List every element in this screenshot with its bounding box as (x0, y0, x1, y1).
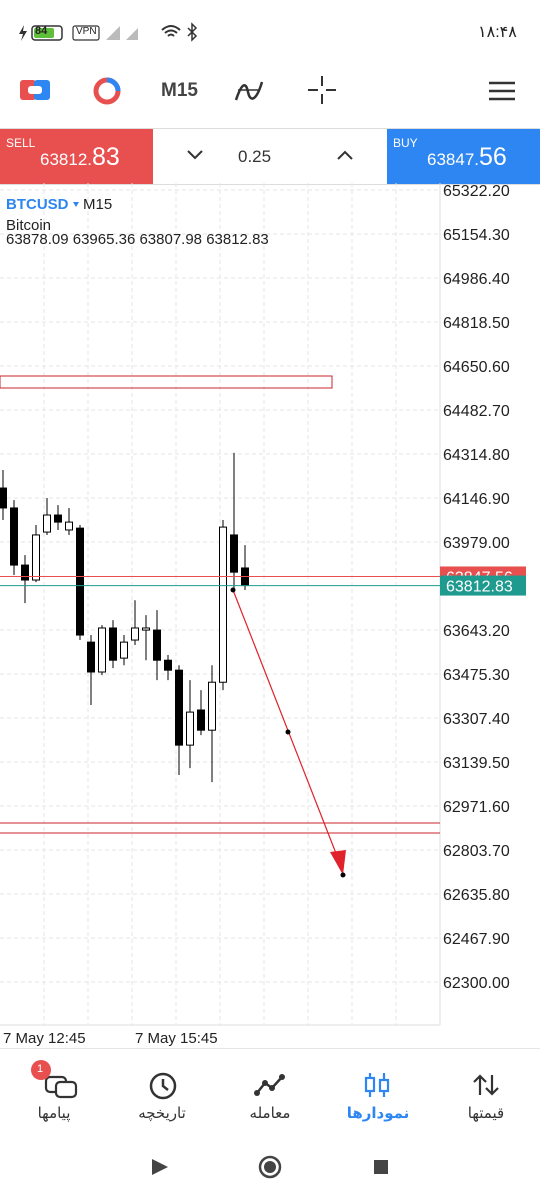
toolbar: M15 (0, 60, 540, 126)
candle-body (54, 514, 62, 523)
symbols-button[interactable] (20, 78, 52, 102)
candle-body (186, 711, 194, 746)
candle-body (219, 526, 227, 683)
candle-body (131, 627, 139, 641)
sell-price: 63812.83 (40, 143, 120, 172)
lot-increase[interactable] (336, 149, 354, 161)
wifi-bt (161, 22, 198, 42)
y-tick-label: 62971.60 (443, 799, 510, 816)
candle-body (10, 507, 18, 566)
y-tick-label: 62467.90 (443, 931, 510, 948)
system-nav (152, 1155, 388, 1179)
sell-label: SELL (6, 136, 36, 150)
trade-panel: SELL 63812.83 0.25 BUY 63847.56 (0, 128, 540, 185)
ohlc-values: 63878.09 63965.36 63807.98 63812.83 (6, 231, 269, 248)
bid-tag (440, 575, 526, 596)
candle-body (43, 514, 51, 533)
y-tick-label: 63979.00 (443, 535, 510, 552)
nav-trade[interactable]: معامله (216, 1049, 324, 1136)
buy-label: BUY (393, 136, 418, 150)
sell-price-big: 83 (92, 143, 120, 171)
y-tick-label: 65154.30 (443, 227, 510, 244)
y-tick-label: 63643.20 (443, 623, 510, 640)
y-tick-label: 63475.30 (443, 667, 510, 684)
y-tick-label: 63139.50 (443, 755, 510, 772)
y-tick-label: 64818.50 (443, 315, 510, 332)
battery-level: 84 (35, 25, 48, 37)
bid-tag-label: 63812.83 (446, 579, 513, 596)
menu-button[interactable] (488, 80, 516, 102)
candle-body (98, 627, 106, 673)
indicators-button[interactable] (92, 76, 122, 106)
candle-body (21, 564, 29, 581)
candle-body (208, 681, 216, 731)
objects-button[interactable] (234, 76, 266, 106)
y-tick-label: 64986.40 (443, 271, 510, 288)
nav-label: پیامها (37, 1105, 71, 1122)
y-tick-label: 62635.80 (443, 887, 510, 904)
back-button[interactable] (152, 1159, 168, 1175)
candle-body (142, 627, 150, 631)
candle-body (109, 627, 117, 661)
vpn-label: VPN (76, 26, 97, 37)
buy-button[interactable]: BUY 63847.56 (387, 129, 540, 184)
y-tick-label: 64146.90 (443, 491, 510, 508)
status-icons (19, 25, 138, 41)
x-tick-label: 7 May 15:45 (135, 1030, 218, 1047)
candle-body (120, 641, 128, 659)
y-tick-label: 64650.60 (443, 359, 510, 376)
sell-price-main: 63812. (40, 150, 92, 169)
buy-price: 63847.56 (427, 143, 507, 172)
y-tick-label: 63307.40 (443, 711, 510, 728)
message-badge: 1 (37, 1063, 44, 1075)
buy-price-main: 63847. (427, 150, 479, 169)
candle-body (230, 534, 238, 573)
candle-body (76, 527, 84, 636)
candle-body (32, 534, 40, 581)
nav-charts[interactable]: نمودارها (324, 1049, 432, 1136)
candle-body (175, 669, 183, 746)
lot-size[interactable]: 0.25 (238, 147, 272, 166)
nav-history[interactable]: تاریخچه (108, 1049, 216, 1136)
bottom-nav: قیمتها نمودارها معامله تاریخچه 1 پیامها (0, 1048, 540, 1136)
nav-label: معامله (249, 1105, 291, 1122)
x-tick-label: 7 May 12:45 (3, 1030, 86, 1047)
lot-decrease[interactable] (186, 149, 204, 161)
crosshair-button[interactable] (306, 74, 338, 106)
candle-body (65, 521, 73, 531)
symbol-name: Bitcoin (6, 217, 51, 234)
clock: ۱۸:۴۸ (478, 24, 517, 41)
candle-body (197, 709, 205, 731)
candle-body (164, 659, 172, 671)
y-tick-label: 64314.80 (443, 447, 510, 464)
buy-price-big: 56 (479, 143, 507, 171)
arrow-object[interactable] (230, 587, 347, 878)
recents-button[interactable] (374, 1160, 388, 1174)
y-tick-label: 64482.70 (443, 403, 510, 420)
candle-body (87, 641, 95, 673)
y-tick-label: 62803.70 (443, 843, 510, 860)
y-tick-label: 62300.00 (443, 975, 510, 992)
timeframe-button[interactable]: M15 (161, 80, 198, 101)
candle-body (153, 629, 161, 661)
candle-body (0, 487, 7, 509)
sell-button[interactable]: SELL 63812.83 (0, 129, 153, 184)
nav-messages[interactable]: 1 پیامها (0, 1049, 108, 1136)
home-button[interactable] (258, 1155, 282, 1179)
status-bar: 84 VPN ۱۸:۴۸ (0, 0, 540, 60)
y-tick-label: 65322.20 (443, 183, 510, 200)
chart-timeframe: M15 (83, 196, 112, 213)
nav-label: نمودارها (346, 1105, 410, 1122)
nav-quotes[interactable]: قیمتها (432, 1049, 540, 1136)
nav-label: تاریخچه (138, 1105, 186, 1122)
rectangle-object[interactable] (0, 375, 333, 389)
chart-symbol[interactable]: BTCUSD (6, 196, 69, 213)
nav-label: قیمتها (467, 1105, 505, 1122)
